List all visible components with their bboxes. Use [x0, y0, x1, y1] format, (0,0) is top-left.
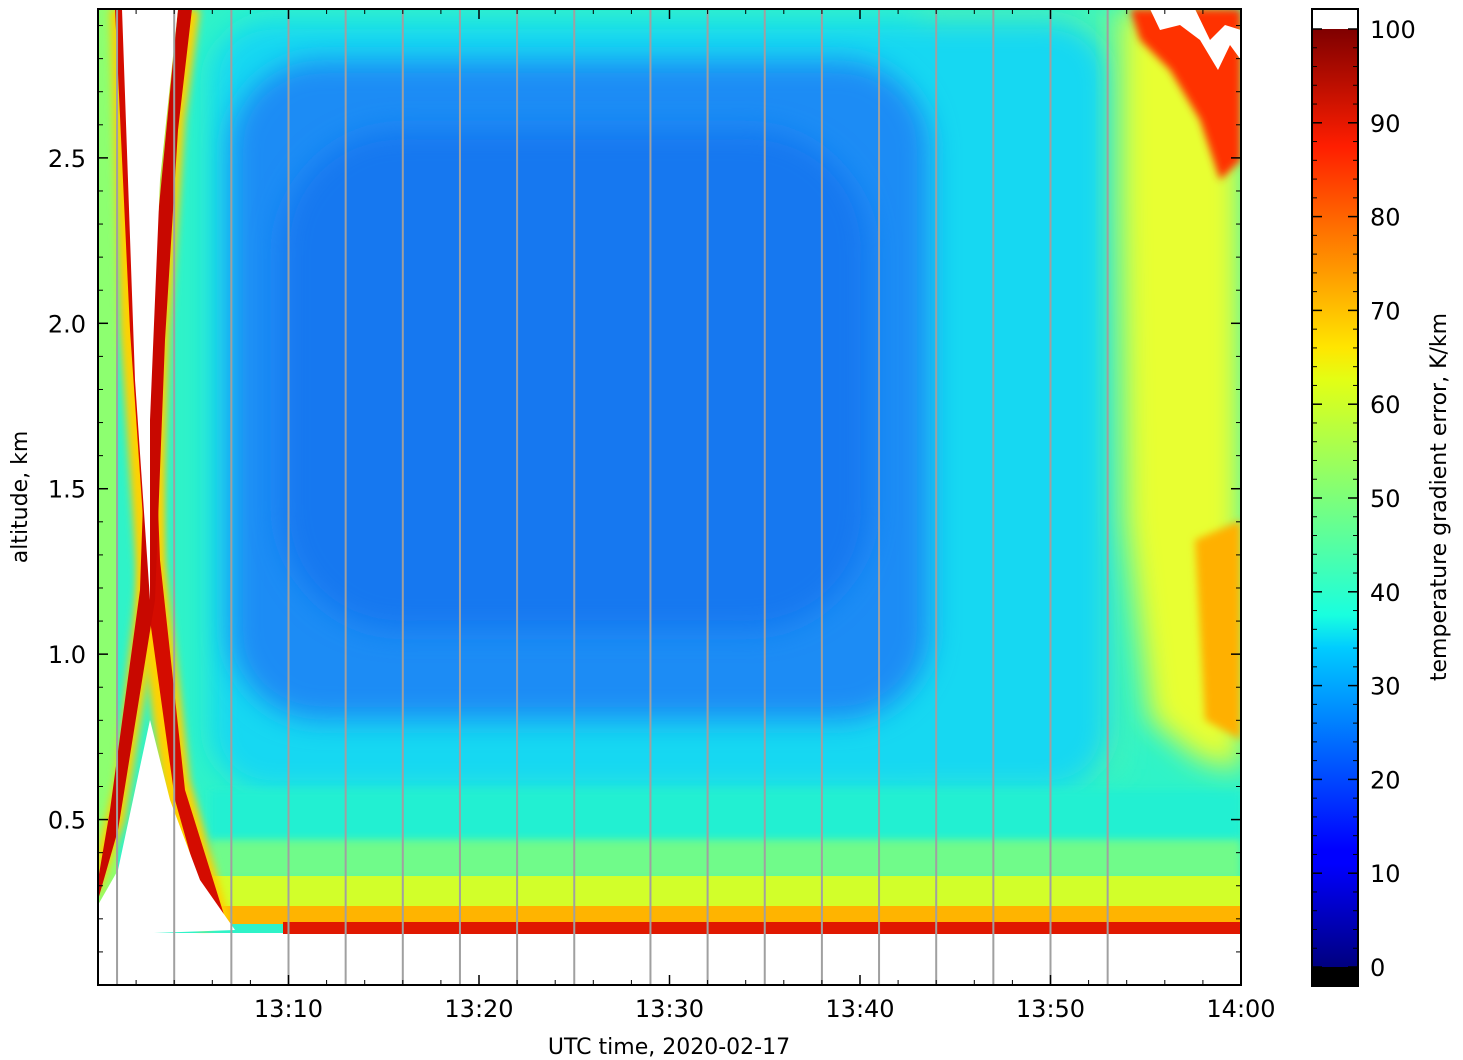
colorbar-tick-label: 0 — [1370, 954, 1385, 982]
x-tick-label: 14:00 — [1206, 995, 1275, 1023]
heatmap-right-white — [1150, 9, 1241, 70]
colorbar-tick-label: 90 — [1370, 110, 1401, 138]
heatmap-low-layer-2 — [210, 840, 1241, 880]
y-axis-ticks: 0.5 1.0 1.5 2.0 2.5 — [48, 25, 1241, 953]
colorbar-label: temperature gradient error, K/km — [1427, 313, 1452, 681]
x-axis-label: UTC time, 2020-02-17 — [548, 1035, 790, 1060]
heatmap-right-orange — [1195, 520, 1241, 740]
heatmap-low-layer-4 — [210, 906, 1241, 924]
y-tick-label: 0.5 — [48, 807, 86, 835]
heatmap-bottom-edge — [283, 922, 1241, 934]
colorbar-tick-label: 30 — [1370, 673, 1401, 701]
colorbar-tick-label: 40 — [1370, 579, 1401, 607]
colorbar-over — [1312, 9, 1358, 29]
heatmap-left-zone — [98, 9, 118, 933]
heatmap-low-layer-1 — [210, 790, 1241, 840]
x-tick-label: 13:30 — [635, 995, 704, 1023]
heatmap-low-layer-3 — [210, 876, 1241, 908]
y-tick-label: 2.5 — [48, 145, 86, 173]
heatmap-field — [98, 9, 1241, 985]
x-tick-label: 13:40 — [825, 995, 894, 1023]
y-tick-label: 1.0 — [48, 641, 86, 669]
colorbar-tick-label: 70 — [1370, 297, 1401, 325]
colorbar-tick-label: 20 — [1370, 766, 1401, 794]
colorbar: 0 10 20 30 40 50 60 70 80 90 100 temperature gradi… — [1311, 8, 1452, 987]
colorbar-under — [1312, 967, 1358, 986]
y-axis-label: altitude, km — [8, 431, 33, 564]
heatmap-left-white-b — [98, 720, 235, 935]
x-axis-ticks: 13:10 13:20 13:30 13:40 13:50 14:00 — [135, 9, 1276, 1023]
colorbar-ticks: 0 10 20 30 40 50 60 70 80 90 100 — [1312, 16, 1416, 982]
colorbar-tick-label: 80 — [1370, 204, 1401, 232]
colorbar-tick-label: 10 — [1370, 860, 1401, 888]
colorbar-tick-label: 60 — [1370, 391, 1401, 419]
y-tick-label: 1.5 — [48, 476, 86, 504]
colorbar-tick-label: 50 — [1370, 485, 1401, 513]
x-tick-label: 13:20 — [444, 995, 513, 1023]
x-tick-label: 13:50 — [1016, 995, 1085, 1023]
colorbar-tick-label: 100 — [1370, 16, 1416, 44]
x-tick-label: 13:10 — [254, 995, 323, 1023]
profile-lines — [116, 9, 1109, 985]
heatmap-left-white-a — [122, 9, 178, 600]
y-tick-label: 2.0 — [48, 310, 86, 338]
